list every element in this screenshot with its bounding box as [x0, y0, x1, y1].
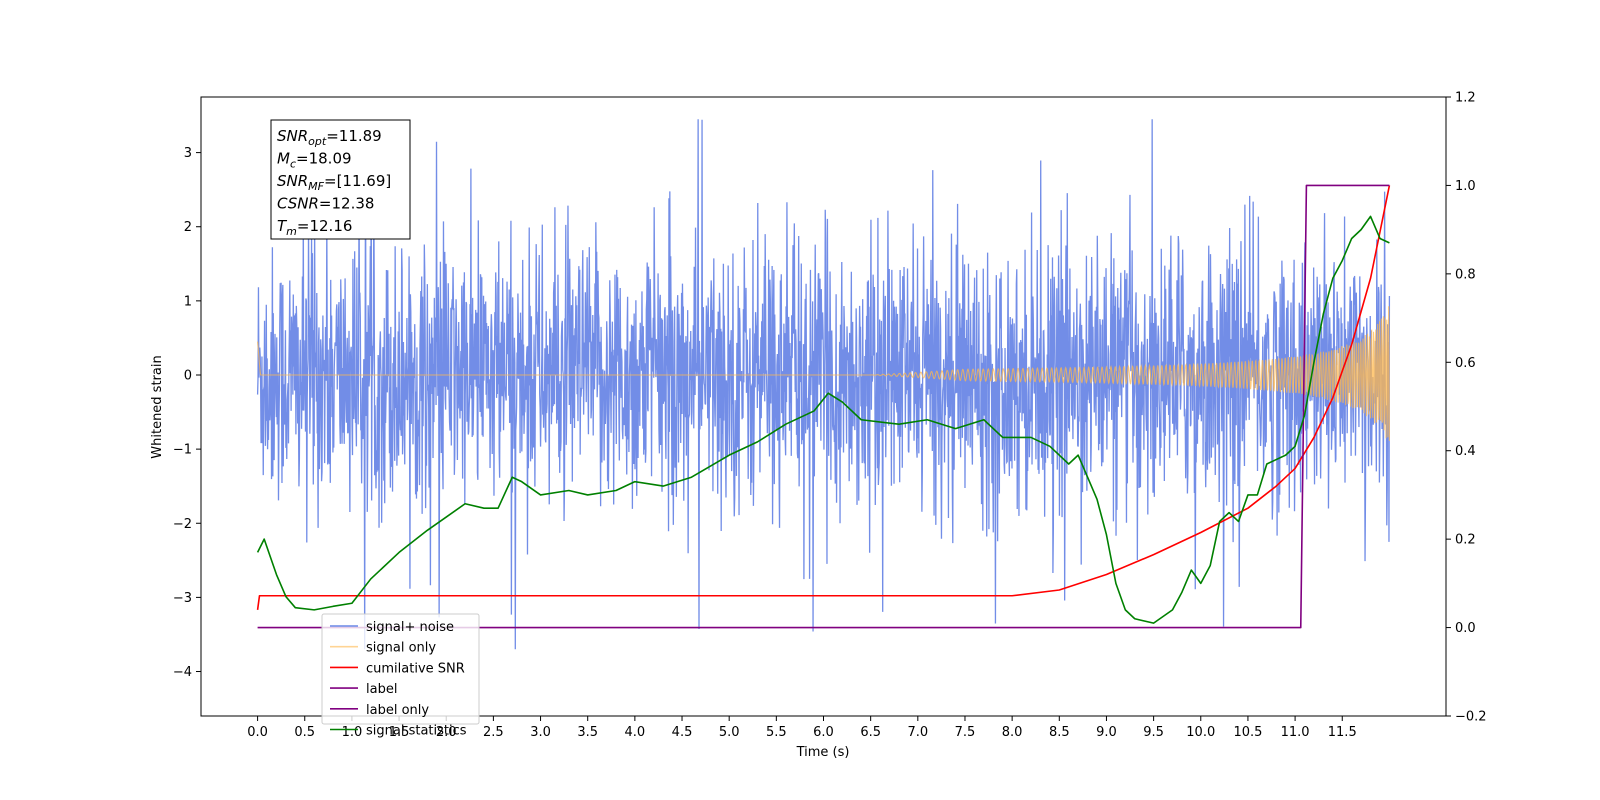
x-axis-label: Time (s) [796, 745, 850, 760]
x-tick-label: 1.0 [342, 725, 363, 740]
series-signal-statistics-line [256, 215, 1390, 624]
y-right-tick-label: 0.2 [1455, 533, 1476, 548]
y-right-tick-label: 0.8 [1455, 267, 1476, 282]
y-right-tick-label: −0.2 [1455, 710, 1487, 725]
x-tick-label: 3.5 [577, 725, 598, 740]
series-signal-only-line [257, 306, 1390, 441]
series-label-line [257, 184, 1390, 629]
x-tick-label: 0.0 [247, 725, 268, 740]
annotation-line: Mc=18.09 [277, 150, 352, 171]
y-left-tick-label: 3 [184, 146, 192, 161]
x-tick-label: 11.0 [1281, 725, 1310, 740]
y-right-tick-label: 1.2 [1455, 91, 1476, 106]
legend-frame [321, 613, 480, 725]
y-right-tick-label: 0.4 [1455, 444, 1476, 459]
x-tick-label: 2.5 [483, 725, 504, 740]
x-tick-label: 11.5 [1328, 725, 1357, 740]
x-tick-label: 9.5 [1143, 725, 1164, 740]
legend-label: cumilative SNR [366, 661, 465, 676]
y-left-tick-label: 0 [184, 368, 192, 383]
legend-label: signal statistics [366, 724, 467, 739]
x-tick-label: 10.5 [1233, 725, 1262, 740]
x-tick-label: 9.0 [1096, 725, 1117, 740]
y-left-tick-label: 2 [184, 220, 192, 235]
x-tick-label: 4.0 [625, 725, 646, 740]
legend: signal+ noise signal only cumilative SNR la… [321, 613, 480, 739]
y-axis-label: Whitened strain [150, 355, 165, 458]
x-tick-label: 4.5 [672, 725, 693, 740]
plot-area [256, 119, 1391, 650]
legend-label: signal only [366, 641, 436, 656]
annotation-line: SNRMF=[11.69] [277, 172, 391, 193]
x-tick-label: 8.5 [1049, 725, 1070, 740]
y-right-tick-label: 0.0 [1455, 621, 1476, 636]
annotation-frame [270, 119, 411, 240]
x-axis: 0.0 0.5 1.0 1.5 2.0 2.5 3.0 3.5 4.0 4.5 5.0 5.5 6.0 6… [247, 716, 1357, 740]
x-tick-label: 1.5 [389, 725, 410, 740]
x-tick-label: 7.0 [907, 725, 928, 740]
x-tick-label: 5.5 [766, 725, 787, 740]
y-right-tick-label: 0.6 [1455, 356, 1476, 371]
x-tick-label: 0.5 [294, 725, 315, 740]
y-left-tick-label: −1 [173, 443, 192, 458]
x-tick-label: 3.0 [530, 725, 551, 740]
x-tick-label: 2.0 [436, 725, 457, 740]
x-tick-label: 6.0 [813, 725, 834, 740]
annotation-line: CSNR=12.38 [277, 195, 374, 213]
annotation-line: SNRopt=11.89 [277, 127, 382, 148]
x-tick-label: 6.5 [860, 725, 881, 740]
y-axis-right: −0.2 0.0 0.2 0.4 0.6 0.8 1.0 1.2 [1446, 91, 1487, 725]
x-tick-label: 5.0 [719, 725, 740, 740]
y-left-tick-label: −4 [173, 665, 192, 680]
legend-label: label only [366, 703, 429, 718]
legend-label: label [366, 682, 397, 697]
x-tick-label: 7.5 [955, 725, 976, 740]
x-tick-label: 10.0 [1186, 725, 1215, 740]
y-right-tick-label: 1.0 [1455, 179, 1476, 194]
series-cumilative-snr-line [256, 185, 1391, 610]
y-left-tick-label: −2 [173, 517, 192, 532]
series-signal-plus-noise-line [256, 119, 1391, 650]
annotation-line: Tm=12.16 [277, 217, 352, 238]
y-left-tick-label: 1 [184, 294, 192, 309]
legend-label: signal+ noise [366, 620, 454, 635]
y-axis-left: −4 −3 −2 −1 0 1 2 3 [173, 146, 201, 680]
x-tick-label: 8.0 [1002, 725, 1023, 740]
y-left-tick-label: −3 [173, 591, 192, 606]
